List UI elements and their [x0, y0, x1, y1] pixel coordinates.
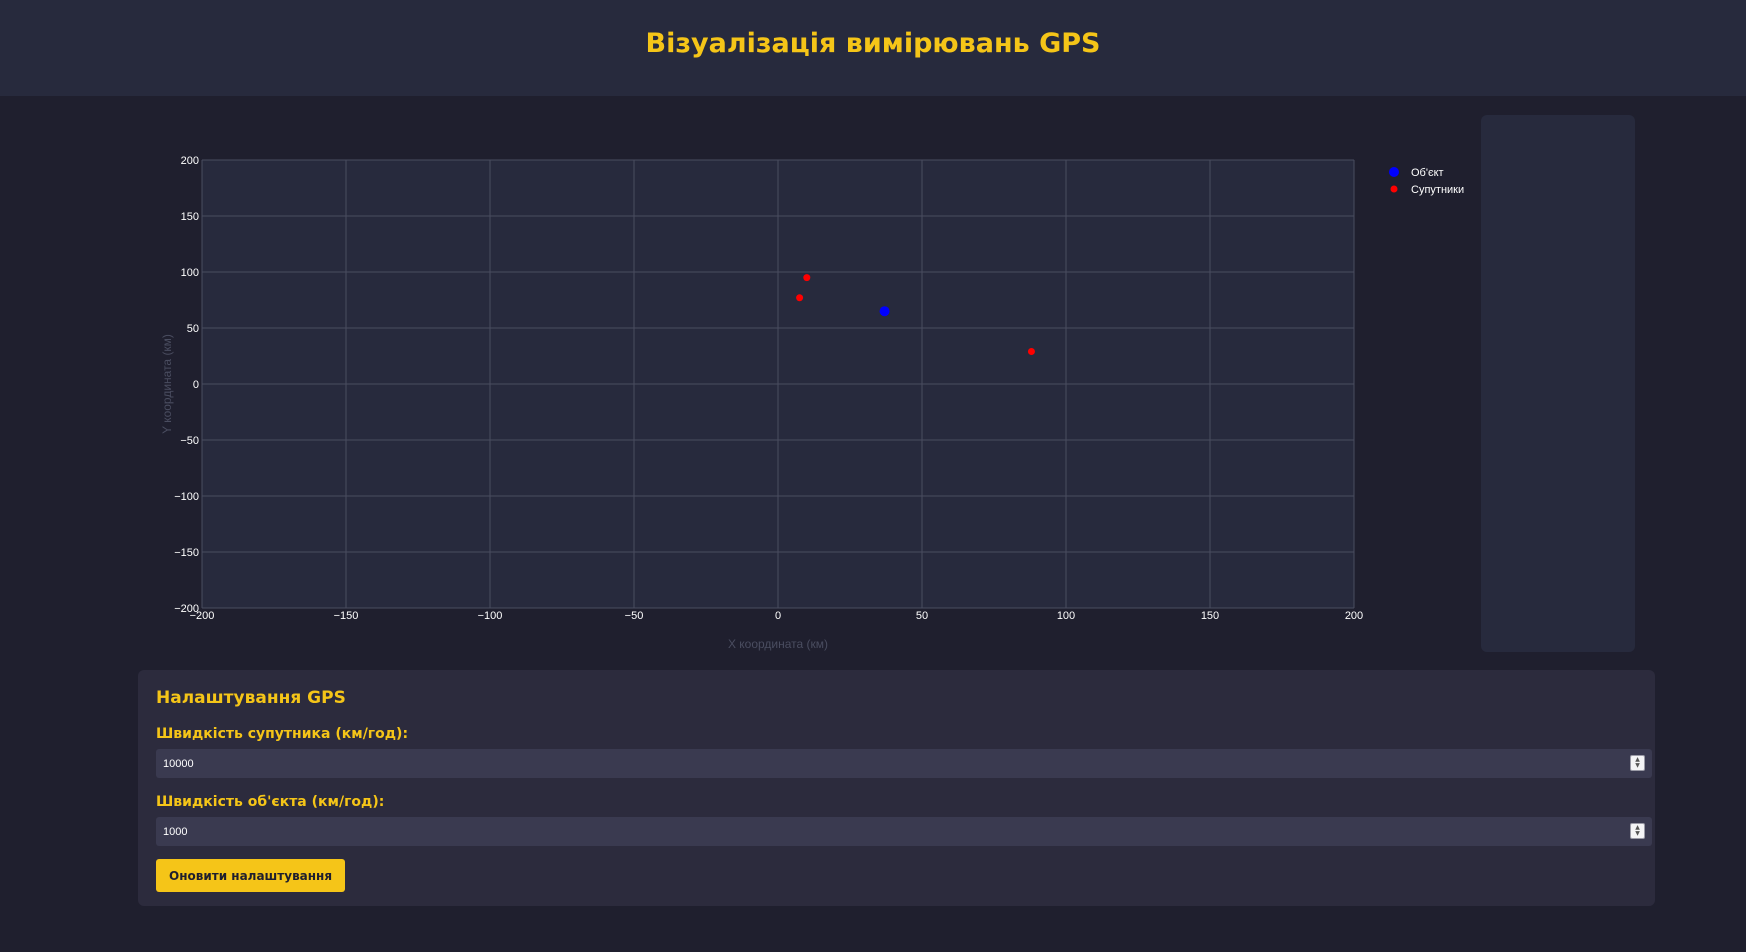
x-tick-label: 100 — [1057, 610, 1075, 622]
chevron-down-icon[interactable]: ▼ — [1635, 762, 1640, 769]
side-panel — [1481, 115, 1635, 652]
chart-svg[interactable]: −200 −150 −100 −50 0 50 100 150 200 −200 −150 −100 −… — [138, 112, 1480, 652]
y-tick-label: −200 — [174, 603, 199, 615]
object-point[interactable] — [879, 306, 890, 317]
x-tick-label: −50 — [625, 610, 644, 622]
x-tick-label: −200 — [190, 610, 215, 622]
y-tick-label: −50 — [180, 435, 199, 447]
satellite-point[interactable] — [1027, 348, 1035, 356]
satellite-speed-field-container: ▲ ▼ — [156, 749, 1652, 778]
x-tick-label: 0 — [775, 610, 781, 622]
legend-satellite-marker[interactable] — [1390, 185, 1398, 193]
object-speed-field-container: ▲ ▼ — [156, 817, 1652, 846]
gps-scatter-chart[interactable]: −200 −150 −100 −50 0 50 100 150 200 −200 −150 −100 −… — [138, 112, 1480, 652]
satellite-point[interactable] — [803, 274, 811, 282]
legend-satellite-label[interactable]: Супутники — [1411, 184, 1464, 196]
page-title: Візуалізація вимірювань GPS — [645, 27, 1101, 59]
y-axis-label: Y координата (км) — [160, 334, 174, 434]
legend-object-label[interactable]: Об'єкт — [1411, 167, 1444, 179]
x-axis-label: X координата (км) — [728, 637, 828, 651]
y-tick-label: −100 — [174, 491, 199, 503]
y-tick-label: 100 — [181, 267, 199, 279]
settings-title: Налаштування GPS — [156, 688, 346, 708]
x-tick-label: 200 — [1345, 610, 1363, 622]
satellite-point[interactable] — [796, 294, 804, 302]
x-tick-label: 50 — [916, 610, 928, 622]
legend-object-marker[interactable] — [1389, 167, 1399, 177]
settings-panel: Налаштування GPS Швидкість супутника (км… — [138, 670, 1655, 906]
y-tick-label: −150 — [174, 547, 199, 559]
object-speed-input[interactable] — [156, 817, 1652, 846]
chevron-up-icon[interactable]: ▲ — [1635, 756, 1640, 763]
y-tick-label: 0 — [193, 379, 199, 391]
object-speed-stepper[interactable]: ▲ ▼ — [1630, 823, 1645, 839]
y-tick-label: 50 — [187, 323, 199, 335]
satellite-speed-input[interactable] — [156, 749, 1652, 778]
app-header: Візуалізація вимірювань GPS — [0, 0, 1746, 96]
satellite-speed-stepper[interactable]: ▲ ▼ — [1630, 755, 1645, 771]
x-tick-label: −150 — [334, 610, 359, 622]
y-tick-label: 150 — [181, 211, 199, 223]
object-speed-label: Швидкість об'єкта (км/год): — [156, 794, 385, 810]
x-tick-label: 150 — [1201, 610, 1219, 622]
x-tick-label: −100 — [478, 610, 503, 622]
update-settings-button[interactable]: Оновити налаштування — [156, 859, 346, 892]
chevron-down-icon[interactable]: ▼ — [1635, 830, 1640, 837]
chevron-up-icon[interactable]: ▲ — [1635, 824, 1640, 831]
satellite-speed-label: Швидкість супутника (км/год): — [156, 726, 409, 742]
y-tick-label: 200 — [181, 155, 199, 167]
